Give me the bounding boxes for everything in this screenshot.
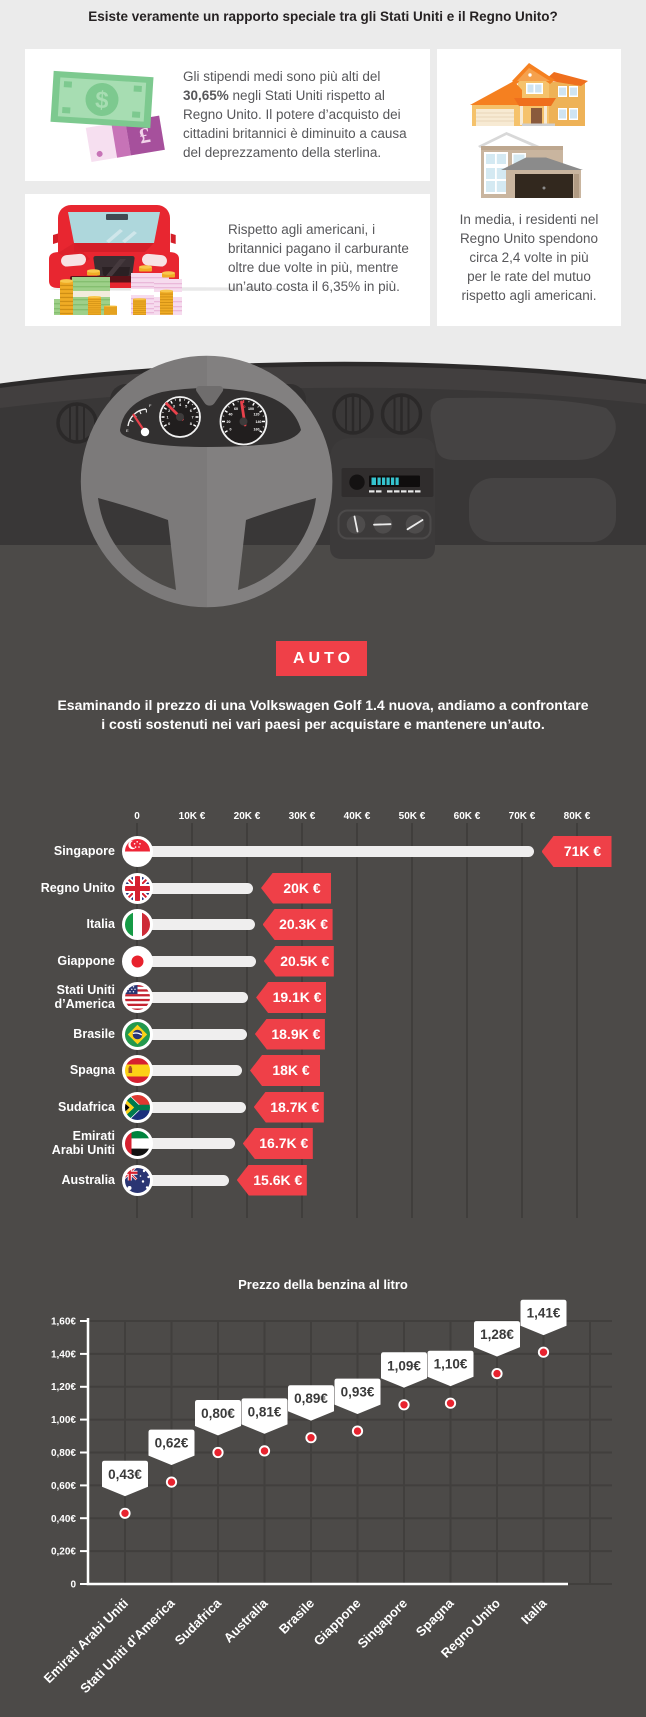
svg-text:0: 0 — [168, 422, 170, 426]
svg-text:0,20€: 0,20€ — [51, 1547, 76, 1558]
svg-text:Sudafrica: Sudafrica — [172, 1595, 225, 1648]
svg-text:1,20€: 1,20€ — [51, 1382, 76, 1393]
svg-text:Italia: Italia — [518, 1595, 550, 1627]
svg-text:5: 5 — [185, 405, 187, 409]
svg-text:0,80€: 0,80€ — [51, 1448, 76, 1459]
svg-text:60: 60 — [234, 407, 238, 411]
svg-text:1,40€: 1,40€ — [51, 1349, 76, 1360]
svg-text:0,43€: 0,43€ — [108, 1467, 142, 1482]
svg-text:6: 6 — [190, 409, 192, 413]
svg-text:8: 8 — [190, 422, 192, 426]
svg-text:2: 2 — [168, 409, 170, 413]
svg-text:0,81€: 0,81€ — [248, 1404, 282, 1419]
svg-text:0: 0 — [230, 427, 232, 431]
svg-text:Spagna: Spagna — [413, 1595, 457, 1639]
svg-text:1,41€: 1,41€ — [527, 1306, 561, 1321]
svg-text:1,60€: 1,60€ — [51, 1317, 76, 1328]
svg-text:1,28€: 1,28€ — [480, 1327, 514, 1342]
svg-text:0,93€: 0,93€ — [341, 1385, 375, 1400]
svg-text:0,89€: 0,89€ — [294, 1391, 328, 1406]
svg-text:1,09€: 1,09€ — [387, 1358, 421, 1373]
svg-text:Brasile: Brasile — [276, 1596, 317, 1637]
svg-text:£: £ — [137, 122, 152, 148]
svg-text:120: 120 — [254, 412, 260, 416]
svg-text:0: 0 — [70, 1580, 76, 1591]
svg-text:Singapore: Singapore — [355, 1596, 411, 1652]
svg-text:40: 40 — [229, 412, 233, 416]
svg-text:0,80€: 0,80€ — [201, 1406, 235, 1421]
svg-text:100: 100 — [248, 407, 254, 411]
svg-text:3: 3 — [173, 405, 175, 409]
svg-text:4: 4 — [179, 403, 182, 407]
svg-text:0,62€: 0,62€ — [155, 1436, 189, 1451]
svg-text:7: 7 — [191, 416, 193, 420]
svg-text:0,60€: 0,60€ — [51, 1481, 76, 1492]
svg-text:E: E — [126, 428, 129, 433]
svg-text:1: 1 — [166, 416, 168, 420]
svg-text:0,40€: 0,40€ — [51, 1514, 76, 1525]
svg-text:1,10€: 1,10€ — [434, 1357, 468, 1372]
svg-text:Australia: Australia — [221, 1595, 271, 1645]
svg-text:160: 160 — [254, 427, 260, 431]
svg-text:20: 20 — [227, 420, 231, 424]
svg-text:Emirati Arabi Uniti: Emirati Arabi Uniti — [41, 1596, 131, 1686]
svg-text:F: F — [149, 403, 152, 408]
svg-text:140: 140 — [256, 420, 262, 424]
svg-text:1,00€: 1,00€ — [51, 1415, 76, 1426]
svg-text:$: $ — [94, 87, 110, 115]
svg-text:Stati Uniti d’America: Stati Uniti d’America — [77, 1595, 178, 1696]
